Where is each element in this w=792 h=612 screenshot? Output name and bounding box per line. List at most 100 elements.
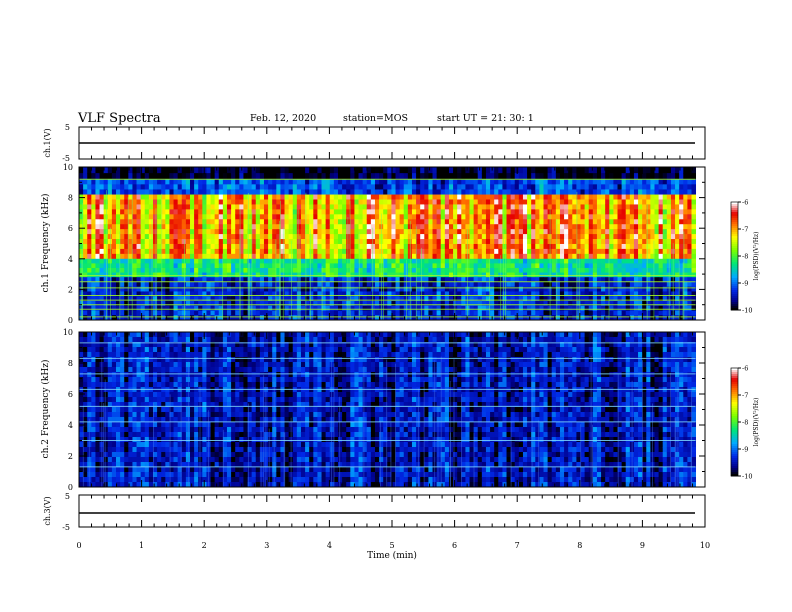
spectrogram-cell bbox=[638, 291, 643, 297]
spectrogram-cell bbox=[559, 267, 565, 273]
spectrogram-cell bbox=[576, 199, 581, 205]
spectrogram-cell bbox=[416, 258, 421, 264]
spectrogram-cell bbox=[79, 253, 84, 260]
spectrogram-cell bbox=[354, 305, 359, 311]
spectrogram-cell bbox=[522, 243, 528, 250]
spectrogram-cell bbox=[592, 209, 598, 215]
spectrogram-cell bbox=[251, 296, 257, 302]
spectrogram-cell bbox=[173, 179, 179, 185]
spectrogram-cell bbox=[111, 209, 117, 215]
spectrogram-cell bbox=[354, 204, 359, 210]
spectrogram-cell bbox=[428, 248, 433, 255]
spectrogram-cell bbox=[169, 272, 174, 278]
spectrogram-cell bbox=[370, 281, 376, 288]
spectrogram-cell bbox=[305, 194, 310, 200]
spectrogram-cell bbox=[243, 263, 248, 269]
spectrogram-cell bbox=[531, 248, 536, 255]
spectrogram-cell bbox=[633, 258, 639, 264]
spectrogram-cell bbox=[350, 224, 355, 230]
spectrogram-cell bbox=[596, 315, 602, 321]
spectrogram-cell bbox=[177, 277, 183, 283]
spectrogram-cell bbox=[679, 224, 684, 230]
spectrogram-cell bbox=[305, 209, 310, 215]
spectrogram-cell bbox=[539, 296, 544, 302]
spectrogram-cell bbox=[284, 234, 290, 240]
spectrogram-cell bbox=[284, 209, 290, 215]
spectrogram-cell bbox=[132, 258, 137, 264]
spectrogram-cell bbox=[87, 272, 92, 278]
spectrogram-cell bbox=[453, 204, 458, 210]
spectrogram-cell bbox=[613, 194, 618, 200]
spectrogram-cell bbox=[662, 277, 668, 283]
spectrogram-cell bbox=[588, 234, 594, 240]
spectrogram-cell bbox=[284, 291, 290, 297]
spectrogram-cell bbox=[342, 167, 347, 174]
spectrogram-cell bbox=[580, 229, 586, 235]
spectrogram-cell bbox=[83, 258, 88, 264]
spectrogram-cell bbox=[185, 167, 191, 174]
spectrogram-cell bbox=[531, 305, 536, 311]
spectrogram-cell bbox=[251, 300, 257, 307]
spectrogram-cell bbox=[305, 219, 310, 225]
spectrogram-cell bbox=[514, 184, 520, 190]
spectrogram-cell bbox=[280, 179, 285, 185]
spectrogram-cell bbox=[559, 184, 565, 190]
spectrogram-cell bbox=[313, 184, 318, 190]
spectrogram-cell bbox=[391, 267, 396, 273]
spectrogram-cell bbox=[91, 258, 96, 264]
spectrogram-cell bbox=[654, 272, 660, 278]
spectrogram-cell bbox=[481, 277, 487, 283]
spectrogram-cell bbox=[387, 272, 392, 278]
spectrogram-cell bbox=[370, 243, 376, 250]
spectrogram-cell bbox=[173, 229, 179, 235]
spectrogram-cell bbox=[461, 305, 466, 311]
spectrogram-cell bbox=[152, 300, 158, 307]
spectrogram-cell bbox=[457, 229, 462, 235]
spectrogram-cell bbox=[568, 209, 573, 215]
spectrogram-cell bbox=[666, 199, 672, 205]
spectrogram-cell bbox=[132, 209, 137, 215]
spectrogram-cell bbox=[670, 189, 676, 195]
spectrogram-cell bbox=[148, 253, 154, 260]
spectrogram-cell bbox=[350, 194, 355, 200]
spectrogram-cell bbox=[469, 296, 475, 302]
spectrogram-cell bbox=[366, 253, 372, 260]
spectrogram-cell bbox=[300, 286, 306, 292]
spectrogram-cell bbox=[185, 229, 191, 235]
spectrogram-cell bbox=[370, 209, 376, 215]
spectrogram-cell bbox=[621, 239, 627, 245]
spectrogram-cell bbox=[337, 199, 343, 205]
spectrogram-cell bbox=[596, 272, 602, 278]
spectrogram-cell bbox=[226, 296, 232, 302]
spectrogram-cell bbox=[280, 305, 285, 311]
spectrogram-cell bbox=[136, 173, 142, 180]
spectrogram-cell bbox=[317, 315, 322, 321]
spectrogram-cell bbox=[596, 199, 602, 205]
spectrogram-cell bbox=[576, 291, 581, 297]
spectrogram-cell bbox=[177, 296, 183, 302]
spectrogram-cell bbox=[420, 263, 425, 269]
spectrogram-cell bbox=[317, 291, 322, 297]
spectrogram-cell bbox=[317, 184, 322, 190]
spectrogram-cell bbox=[564, 291, 569, 297]
spectrogram-cell bbox=[642, 167, 647, 174]
spectrogram-cell bbox=[329, 224, 335, 230]
spectrogram-cell bbox=[87, 209, 92, 215]
spectrogram-cell bbox=[148, 194, 154, 200]
spectrogram-cell bbox=[642, 199, 647, 205]
spectrogram-cell bbox=[440, 296, 446, 302]
spectrogram-cell bbox=[514, 189, 520, 195]
spectrogram-cell bbox=[165, 219, 170, 225]
spectrogram-cell bbox=[629, 296, 635, 302]
spectrogram-cell bbox=[251, 179, 257, 185]
spectrogram-cell bbox=[317, 253, 322, 260]
spectrogram-cell bbox=[91, 267, 96, 273]
spectrogram-cell bbox=[679, 184, 684, 190]
spectrogram-cell bbox=[633, 194, 639, 200]
spectrogram-cell bbox=[428, 267, 433, 273]
spectrogram-cell bbox=[181, 296, 187, 302]
spectrogram-cell bbox=[309, 199, 314, 205]
spectrogram-cell bbox=[683, 315, 688, 321]
spectrogram-cell bbox=[617, 229, 623, 235]
spectrogram-cell bbox=[124, 184, 129, 190]
